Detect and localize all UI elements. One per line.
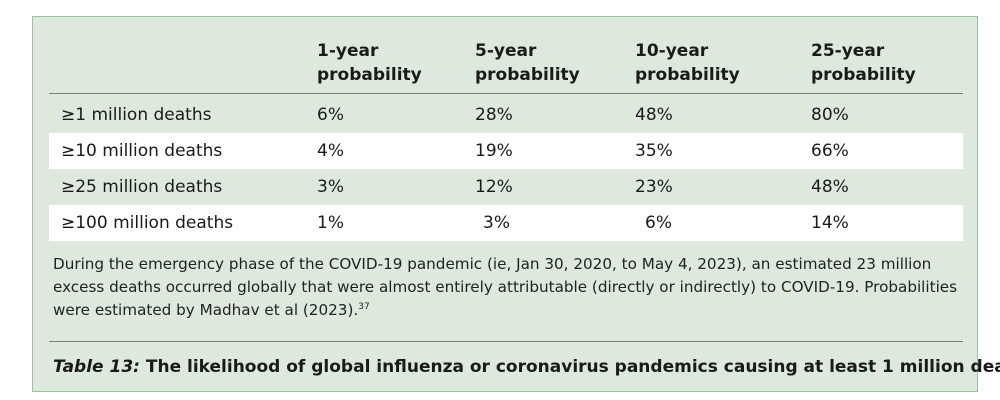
caption-label: Table 13: <box>53 357 140 377</box>
header-10-year-line1: 10-year <box>635 41 709 61</box>
cell-10-year: 35% <box>635 141 673 161</box>
header-1-year-line1: 1-year <box>317 41 379 61</box>
cell-1-year: 4% <box>317 141 344 161</box>
cell-25-year: 80% <box>811 105 849 125</box>
table-footnote: During the emergency phase of the COVID-… <box>53 253 963 322</box>
cell-1-year: 6% <box>317 105 344 125</box>
cell-1-year: 3% <box>317 177 344 197</box>
cell-25-year: 48% <box>811 177 849 197</box>
row-label: ≥25 million deaths <box>61 177 223 197</box>
cell-10-year: 6% <box>645 213 672 233</box>
table-row: ≥1 million deaths 6% 28% 48% 80% <box>49 97 963 133</box>
cell-25-year: 14% <box>811 213 849 233</box>
header-25-year-line2: probability <box>811 65 916 85</box>
caption-divider <box>49 341 963 342</box>
cell-5-year: 19% <box>475 141 513 161</box>
table-caption: Table 13: The likelihood of global influ… <box>53 353 1000 381</box>
table-row: ≥25 million deaths 3% 12% 23% 48% <box>49 169 963 205</box>
header-5-year-line2: probability <box>475 65 580 85</box>
cell-5-year: 12% <box>475 177 513 197</box>
table-panel: 1-year probability 5-year probability 10… <box>32 16 1000 392</box>
table-row: ≥10 million deaths 4% 19% 35% 66% <box>49 133 963 169</box>
caption-text: The likelihood of global influenza or co… <box>139 357 1000 377</box>
row-label: ≥10 million deaths <box>61 141 223 161</box>
cell-1-year: 1% <box>317 213 344 233</box>
cell-10-year: 48% <box>635 105 673 125</box>
header-1-year-line2: probability <box>317 65 422 85</box>
cell-25-year: 66% <box>811 141 849 161</box>
header-divider <box>49 93 963 94</box>
footnote-text: During the emergency phase of the COVID-… <box>53 255 958 319</box>
row-label: ≥1 million deaths <box>61 105 212 125</box>
footnote-reference: 37 <box>358 301 370 312</box>
header-25-year-line1: 25-year <box>811 41 885 61</box>
header-5-year-line1: 5-year <box>475 41 537 61</box>
cell-5-year: 28% <box>475 105 513 125</box>
cell-10-year: 23% <box>635 177 673 197</box>
table-row: ≥100 million deaths 1% 3% 6% 14% <box>49 205 963 241</box>
header-25-year: 25-year probability <box>811 39 916 87</box>
header-10-year-line2: probability <box>635 65 740 85</box>
header-10-year: 10-year probability <box>635 39 740 87</box>
header-5-year: 5-year probability <box>475 39 580 87</box>
header-1-year: 1-year probability <box>317 39 422 87</box>
row-label: ≥100 million deaths <box>61 213 234 233</box>
cell-5-year: 3% <box>483 213 510 233</box>
